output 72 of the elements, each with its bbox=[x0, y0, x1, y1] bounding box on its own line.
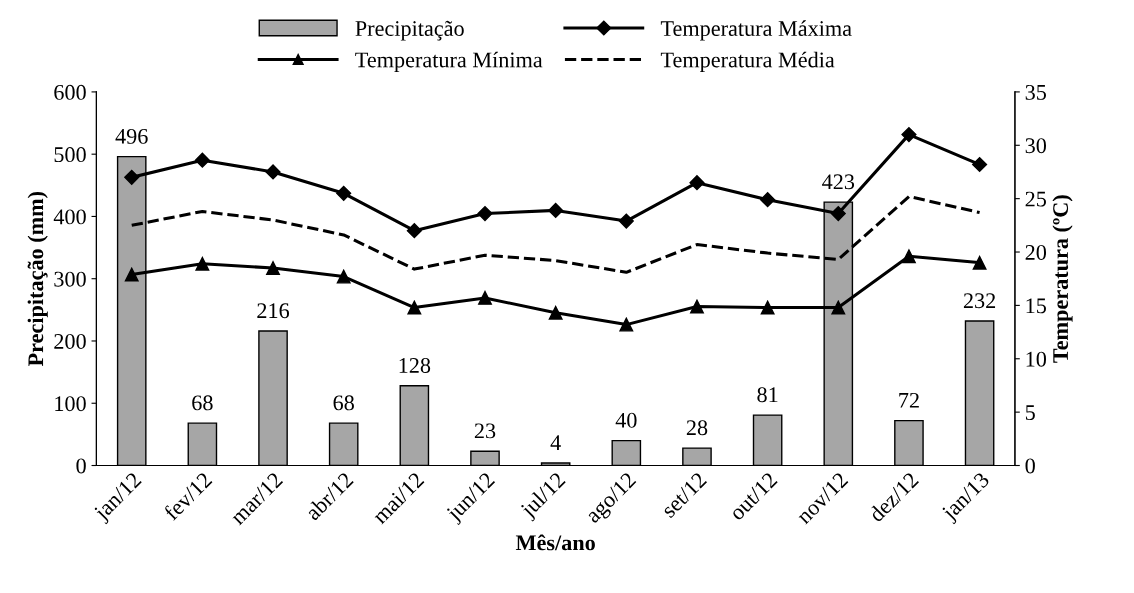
bar bbox=[258, 330, 288, 466]
legend-label: Precipitação bbox=[355, 20, 464, 41]
bar bbox=[328, 422, 359, 466]
y2-tick-label: 30 bbox=[1025, 138, 1047, 154]
y2-tick-label: 10 bbox=[1026, 351, 1047, 367]
point bbox=[618, 213, 634, 229]
point bbox=[265, 164, 281, 180]
y2-tick-label: 5 bbox=[1025, 405, 1035, 421]
data-label: 40 bbox=[615, 412, 637, 428]
point bbox=[406, 223, 422, 239]
y2-tick-label: 0 bbox=[1025, 458, 1035, 474]
y2-tick-label: 25 bbox=[1025, 191, 1047, 207]
legend-label: Temperatura Máxima bbox=[660, 20, 852, 41]
point bbox=[689, 175, 705, 191]
x-axis-title: Mês/ano bbox=[515, 534, 595, 551]
bar bbox=[470, 450, 500, 466]
y2-tick-label: 35 bbox=[1025, 84, 1047, 100]
point bbox=[336, 269, 351, 284]
point bbox=[195, 256, 210, 271]
point bbox=[690, 299, 704, 314]
point bbox=[124, 169, 140, 185]
bar bbox=[540, 462, 571, 466]
data-label: 232 bbox=[963, 293, 996, 309]
data-label: 23 bbox=[474, 423, 496, 439]
y-tick-label: 100 bbox=[55, 396, 86, 412]
y2-axis-title: Temperatura (ºC) bbox=[1052, 195, 1073, 363]
point bbox=[336, 185, 352, 201]
point bbox=[760, 300, 775, 315]
bar bbox=[964, 320, 995, 466]
point bbox=[478, 290, 492, 305]
data-label: 4 bbox=[550, 435, 561, 450]
data-label: 216 bbox=[257, 303, 290, 319]
y2-tick-label: 15 bbox=[1026, 298, 1047, 314]
bar bbox=[187, 422, 218, 466]
point bbox=[548, 305, 563, 320]
bar bbox=[611, 439, 642, 466]
point bbox=[901, 249, 916, 264]
point bbox=[124, 267, 139, 282]
y-axis-title: Precipitação (mm) bbox=[27, 191, 48, 367]
data-label: 72 bbox=[899, 392, 919, 408]
legend-label: Temperatura Média bbox=[660, 51, 835, 72]
bar bbox=[894, 419, 924, 466]
point bbox=[619, 317, 634, 332]
y-tick-label: 0 bbox=[76, 458, 86, 474]
legend-label: Temperatura Mínima bbox=[355, 51, 543, 72]
y-tick-label: 200 bbox=[54, 333, 86, 349]
data-label: 496 bbox=[115, 128, 148, 144]
point bbox=[266, 261, 280, 275]
point bbox=[760, 192, 776, 208]
y-tick-label: 500 bbox=[54, 147, 86, 163]
y-tick-label: 400 bbox=[53, 209, 86, 225]
point bbox=[830, 206, 846, 222]
y-tick-label: 600 bbox=[54, 84, 86, 100]
y2-tick-label: 20 bbox=[1025, 244, 1047, 260]
bar bbox=[399, 385, 430, 466]
y-tick-label: 300 bbox=[54, 271, 86, 287]
point bbox=[548, 202, 564, 218]
bar bbox=[752, 414, 783, 466]
point bbox=[901, 127, 917, 143]
data-label: 28 bbox=[686, 420, 708, 436]
data-label: 128 bbox=[399, 357, 431, 373]
data-label: 81 bbox=[757, 387, 778, 403]
point bbox=[407, 300, 422, 315]
point bbox=[972, 156, 988, 173]
point bbox=[477, 206, 493, 222]
data-label: 423 bbox=[822, 174, 855, 190]
data-label: 68 bbox=[192, 395, 213, 411]
point bbox=[831, 300, 846, 315]
point bbox=[972, 255, 987, 270]
point bbox=[194, 152, 210, 168]
bar bbox=[682, 447, 712, 466]
data-label: 68 bbox=[333, 395, 354, 411]
